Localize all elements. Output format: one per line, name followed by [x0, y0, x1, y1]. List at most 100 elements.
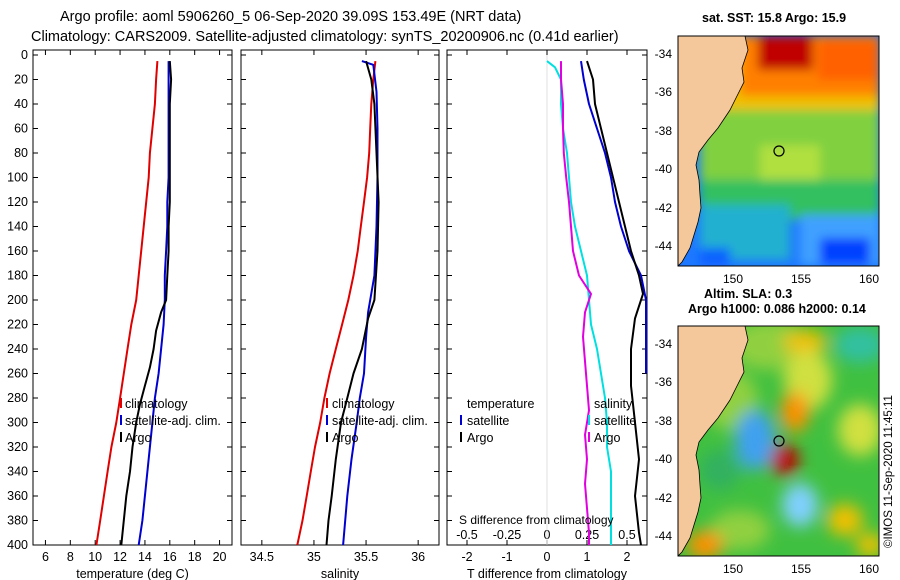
- depth-tick-label: 220: [7, 318, 28, 332]
- salinity-x-tick-label: 35: [307, 550, 321, 564]
- legend-label-temp-satellite: satellite: [467, 414, 509, 428]
- temperature-x-tick-label: 14: [138, 550, 152, 564]
- depth-tick-label: 360: [7, 489, 28, 503]
- temperature-x-tick-label: 16: [163, 550, 177, 564]
- difference-series-salinity-argo: [560, 61, 592, 545]
- legend-label-satellite: satellite-adj. clim.: [125, 414, 221, 428]
- depth-tick-label: 180: [7, 269, 28, 283]
- depth-tick-label: 160: [7, 244, 28, 258]
- difference-x-tick-label: 2: [624, 550, 631, 564]
- depth-tick-label: 320: [7, 440, 28, 454]
- sla-map-lat-label: -40: [655, 452, 673, 466]
- difference-x-axis-label: T difference from climatology: [467, 567, 628, 580]
- depth-tick-label: 80: [14, 146, 28, 160]
- salinity-x-tick-label: 36: [411, 550, 425, 564]
- temperature-series-climatology: [95, 61, 159, 546]
- sla-map-lat-label: -34: [655, 337, 673, 351]
- depth-tick-label: 280: [7, 391, 28, 405]
- figure-title-line2: Climatology: CARS2009. Satellite-adjuste…: [31, 29, 619, 45]
- depth-tick-label: 140: [7, 220, 28, 234]
- depth-tick-label: 100: [7, 171, 28, 185]
- difference-x-tick-label: 0: [544, 550, 551, 564]
- sst-map-lon-label: 150: [723, 272, 743, 286]
- difference-x-tick-label: -2: [461, 550, 472, 564]
- depth-tick-label: 380: [7, 514, 28, 528]
- salinity-difference-tick-label: 0.5: [618, 528, 635, 542]
- sla-map-lat-label: -36: [655, 375, 673, 389]
- salinity-difference-tick-label: 0.25: [575, 528, 599, 542]
- figure-title-line1: Argo profile: aoml 5906260_5 06-Sep-2020…: [60, 9, 521, 25]
- difference-series-temperature-satellite: [580, 60, 647, 374]
- argo-float-marker: [773, 145, 785, 157]
- depth-tick-label: 400: [7, 538, 28, 552]
- sla-map-title-1: Altim. SLA: 0.3: [704, 287, 792, 301]
- secondary-axis-label: S difference from climatology: [459, 513, 614, 527]
- sst-map-lat-label: -36: [655, 85, 673, 99]
- sla-map-lat-label: -38: [655, 414, 673, 428]
- depth-tick-label: 200: [7, 293, 28, 307]
- temperature-x-tick-label: 8: [67, 550, 74, 564]
- depth-tick-label: 240: [7, 342, 28, 356]
- legend-label-climatology: climatology: [332, 397, 395, 411]
- temperature-series-argo: [120, 61, 173, 546]
- legend-label-satellite: satellite-adj. clim.: [332, 414, 428, 428]
- sla-map-lon-label: 150: [723, 562, 743, 576]
- imos-credit: ©IMOS 11-Sep-2020 11:45:11: [883, 395, 895, 548]
- sla-map-lon-label: 160: [859, 562, 879, 576]
- legend-label-sal-argo: Argo: [594, 431, 620, 445]
- depth-tick-label: 300: [7, 416, 28, 430]
- legend-label-argo: Argo: [332, 431, 358, 445]
- depth-tick-label: 20: [14, 73, 28, 87]
- depth-tick-label: 120: [7, 195, 28, 209]
- legend-label-temp-argo: Argo: [467, 431, 493, 445]
- temperature-panel: [32, 49, 233, 546]
- sst-map-lat-label: -44: [655, 239, 673, 253]
- salinity-series-climatology: [296, 60, 377, 546]
- difference-x-tick-label: 1: [584, 550, 591, 564]
- temperature-x-tick-label: 12: [113, 550, 127, 564]
- sst-map: [678, 36, 879, 266]
- legend-head-temperature: temperature: [467, 397, 534, 411]
- sst-map-lat-label: -40: [655, 162, 673, 176]
- depth-tick-label: 260: [7, 367, 28, 381]
- sst-map-lat-label: -42: [655, 201, 673, 215]
- salinity-x-tick-label: 34.5: [250, 550, 274, 564]
- salinity-x-axis-label: salinity: [321, 567, 360, 580]
- salinity-difference-tick-label: -0.25: [493, 528, 522, 542]
- salinity-x-tick-label: 35.5: [354, 550, 378, 564]
- legend-label-argo: Argo: [125, 431, 151, 445]
- difference-series-temperature-argo: [586, 60, 644, 546]
- salinity-series-argo: [325, 60, 380, 546]
- salinity-series-satellite-adj: [342, 60, 379, 546]
- sst-map-lon-label: 155: [791, 272, 811, 286]
- sst-map-lat-label: -38: [655, 124, 673, 138]
- sst-map-lon-label: 160: [859, 272, 879, 286]
- temperature-series-satellite-adj: [137, 61, 170, 546]
- sla-map: [678, 326, 879, 556]
- sst-map-frame: [677, 35, 880, 267]
- sla-map-frame: [677, 325, 880, 557]
- sla-map-lon-label: 155: [791, 562, 811, 576]
- depth-tick-label: 0: [21, 48, 28, 62]
- temperature-x-tick-label: 10: [88, 550, 102, 564]
- sla-map-title-2: Argo h1000: 0.086 h2000: 0.14: [688, 302, 866, 316]
- salinity-panel: [240, 49, 440, 546]
- depth-tick-label: 340: [7, 465, 28, 479]
- sla-map-lat-label: -44: [655, 529, 673, 543]
- sst-map-lat-label: -34: [655, 47, 673, 61]
- salinity-legend: climatology satellite-adj. clim. Argo: [326, 397, 428, 445]
- depth-tick-label: 40: [14, 97, 28, 111]
- temperature-x-tick-label: 6: [42, 550, 49, 564]
- legend-head-salinity: salinity: [594, 397, 633, 411]
- sla-map-lat-label: -42: [655, 491, 673, 505]
- argo-float-marker: [773, 435, 785, 447]
- temperature-x-axis-label: temperature (deg C): [76, 567, 189, 580]
- difference-legend: temperature satellite Argo salinity sate…: [459, 397, 636, 527]
- legend-label-climatology: climatology: [125, 397, 188, 411]
- difference-x-tick-label: -1: [501, 550, 512, 564]
- depth-tick-label: 60: [14, 122, 28, 136]
- salinity-difference-tick-label: -0.5: [456, 528, 478, 542]
- legend-label-sal-satellite: satellite: [594, 414, 636, 428]
- sst-map-title: sat. SST: 15.8 Argo: 15.9: [702, 11, 846, 25]
